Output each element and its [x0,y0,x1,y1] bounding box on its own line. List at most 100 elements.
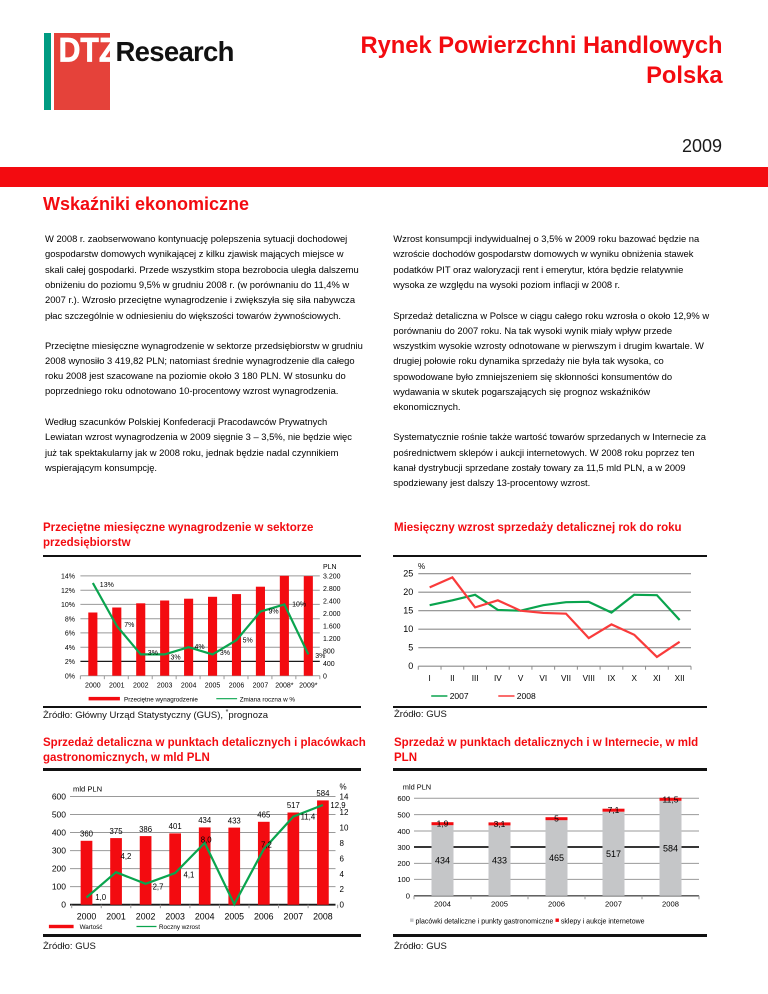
svg-text:Roczny wzrost: Roczny wzrost [159,924,200,931]
svg-text:14: 14 [340,793,349,802]
svg-text:4,2: 4,2 [121,852,132,861]
svg-text:500: 500 [397,810,410,819]
svg-text:3%: 3% [171,655,181,662]
svg-text:4%: 4% [65,645,75,652]
svg-text:2003: 2003 [157,683,173,690]
svg-text:2%: 2% [65,659,75,666]
svg-text:5: 5 [554,814,559,824]
svg-text:0: 0 [408,661,413,671]
svg-text:XII: XII [675,674,685,683]
svg-text:25: 25 [403,569,413,579]
svg-text:2006: 2006 [254,912,274,922]
svg-text:2001: 2001 [106,912,126,922]
svg-text:XI: XI [653,674,661,683]
svg-text:433: 433 [228,816,241,825]
svg-text:2008: 2008 [517,691,536,701]
svg-text:800: 800 [323,648,335,655]
svg-text:Zmiana roczna w %: Zmiana roczna w % [240,697,296,704]
svg-text:300: 300 [397,843,410,852]
svg-text:IX: IX [608,674,616,683]
svg-text:2: 2 [340,885,345,894]
svg-text:0: 0 [61,900,66,910]
svg-text:360: 360 [80,830,94,839]
svg-text:VI: VI [539,674,547,683]
svg-text:465: 465 [549,853,564,863]
svg-text:12,9: 12,9 [330,801,345,810]
svg-text:3%: 3% [148,650,158,657]
svg-text:2001: 2001 [109,683,125,690]
svg-text:3.200: 3.200 [323,574,341,581]
svg-text:3%: 3% [315,653,325,660]
svg-text:400: 400 [323,661,335,668]
svg-text:200: 200 [52,864,66,874]
svg-text:500: 500 [52,810,66,820]
svg-text:100: 100 [397,875,410,884]
svg-text:5%: 5% [243,637,253,644]
svg-text:2007: 2007 [605,899,622,908]
svg-text:13%: 13% [100,582,114,589]
svg-text:2.800: 2.800 [323,586,341,593]
svg-text:2006: 2006 [548,899,565,908]
svg-text:2007: 2007 [253,683,269,690]
svg-text:3,1: 3,1 [494,819,506,829]
svg-text:2004: 2004 [181,683,197,690]
svg-text:sklepy i aukcje internetowe: sklepy i aukcje internetowe [561,919,645,926]
svg-text:4,1: 4,1 [184,871,195,880]
svg-text:5: 5 [408,643,413,653]
svg-text:2005: 2005 [205,683,221,690]
svg-text:%: % [418,562,425,571]
svg-text:8,0: 8,0 [201,835,213,844]
svg-text:434: 434 [198,816,212,825]
svg-text:VII: VII [561,674,571,683]
svg-text:X: X [631,674,637,683]
svg-text:2003: 2003 [165,912,185,922]
svg-text:11,4: 11,4 [301,813,316,822]
svg-text:IV: IV [494,674,502,683]
svg-text:434: 434 [435,856,450,866]
svg-text:2004: 2004 [195,912,215,922]
svg-text:%: % [340,783,347,792]
svg-text:2000: 2000 [77,912,97,922]
svg-text:7%: 7% [124,622,134,629]
svg-text:2007: 2007 [450,691,469,701]
svg-text:9%: 9% [269,609,279,616]
svg-text:1.200: 1.200 [323,636,341,643]
svg-text:4: 4 [340,870,345,879]
svg-text:2008*: 2008* [275,683,294,690]
svg-text:VIII: VIII [583,674,595,683]
svg-text:V: V [518,674,524,683]
svg-text:1.600: 1.600 [323,623,341,630]
svg-text:8%: 8% [65,616,75,623]
svg-text:584: 584 [316,789,330,798]
svg-text:placówki detaliczne i punkty g: placówki detaliczne i punkty gastronomic… [416,919,554,926]
svg-text:584: 584 [663,843,678,853]
svg-text:2,7: 2,7 [153,883,164,892]
svg-text:12: 12 [340,808,349,817]
svg-text:mld PLN: mld PLN [403,783,431,792]
svg-text:Przeciętne wynagrodzenie: Przeciętne wynagrodzenie [124,697,198,704]
svg-text:2.400: 2.400 [323,598,341,605]
svg-text:2002: 2002 [136,912,156,922]
svg-text:1,9: 1,9 [437,819,449,829]
svg-text:2005: 2005 [491,899,508,908]
svg-text:I: I [429,674,431,683]
svg-text:2007: 2007 [284,912,304,922]
svg-text:0: 0 [340,901,345,910]
svg-text:0: 0 [323,673,327,680]
svg-text:0: 0 [406,892,410,901]
svg-text:2008: 2008 [662,899,679,908]
svg-text:1,0: 1,0 [95,893,107,902]
svg-text:6%: 6% [65,631,75,638]
svg-text:2.000: 2.000 [323,611,341,618]
svg-text:433: 433 [492,856,507,866]
svg-text:400: 400 [397,827,410,836]
svg-text:2008: 2008 [313,912,333,922]
svg-text:400: 400 [52,828,66,838]
svg-text:7,2: 7,2 [261,841,272,850]
svg-text:3%: 3% [220,650,230,657]
svg-text:20: 20 [403,587,413,597]
svg-text:386: 386 [139,825,152,834]
svg-text:mld PLN: mld PLN [73,784,102,793]
svg-text:401: 401 [169,822,182,831]
svg-text:PLN: PLN [323,564,337,571]
